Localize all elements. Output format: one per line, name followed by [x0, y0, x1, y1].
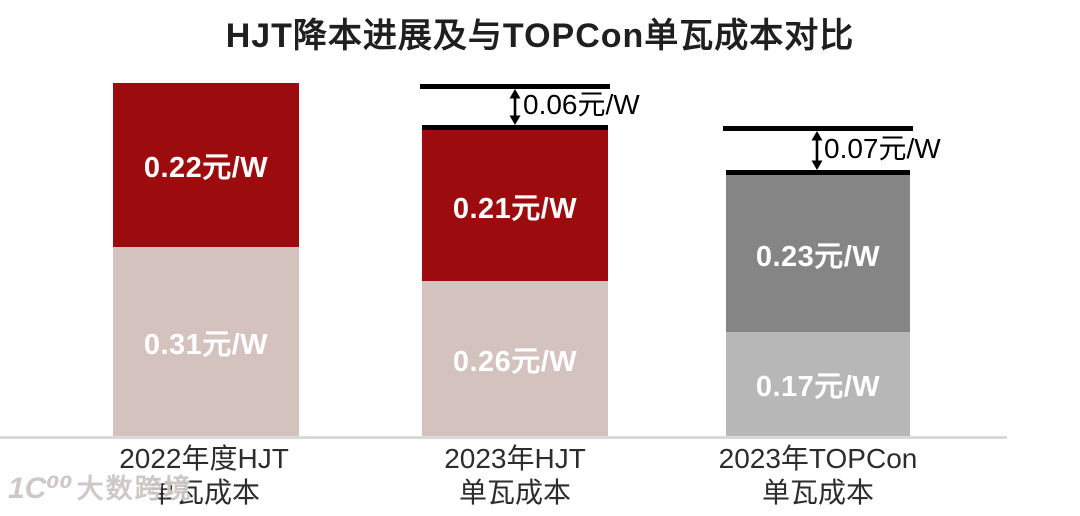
delta-arrow-icon: [509, 89, 521, 125]
watermark-text: 大数跨境: [76, 474, 193, 504]
category-label-line2: 单瓦成本: [147, 477, 260, 508]
bar-top-border: [726, 170, 910, 175]
category-label-line1: 2022年度HJT: [119, 443, 289, 474]
bar-2023topcon-segment-bottom: 0.17元/W: [726, 332, 910, 436]
bar-2022hjt-segment-top: 0.22元/W: [113, 83, 299, 247]
chart-title: HJT降本进展及与TOPCon单瓦成本对比: [225, 17, 855, 55]
watermark: 1Ϲ⁰⁰ 大数跨境: [8, 472, 193, 505]
category-label-line2: 单瓦成本: [458, 477, 571, 508]
bar-2023hjt-segment-bottom: 0.26元/W: [422, 281, 608, 436]
segment-value-label: 0.31元/W: [143, 328, 269, 361]
category-label-2023topcon: 2023年TOPCon 单瓦成本: [658, 442, 978, 510]
reference-line-2022-total: [420, 84, 610, 89]
delta-arrow-icon: [811, 131, 823, 170]
category-label-line1: 2023年TOPCon: [718, 443, 918, 474]
bar-2023topcon-segment-top: 0.23元/W: [726, 175, 910, 332]
category-label-line2: 单瓦成本: [761, 477, 874, 508]
bar-2022hjt-segment-bottom: 0.31元/W: [113, 247, 299, 436]
watermark-logo-icon: 1Ϲ⁰⁰: [8, 472, 73, 505]
segment-value-label: 0.23元/W: [755, 240, 881, 273]
x-axis-line: [0, 436, 1007, 439]
bar-2023hjt-segment-top: 0.21元/W: [422, 130, 608, 281]
segment-value-label: 0.17元/W: [755, 371, 881, 403]
category-label-line1: 2023年HJT: [444, 443, 586, 474]
delta-label-topcon: 0.07元/W: [824, 133, 941, 164]
segment-value-label: 0.21元/W: [452, 192, 578, 225]
delta-label-hjt: 0.06元/W: [523, 89, 640, 120]
segment-value-label: 0.22元/W: [143, 152, 269, 184]
bar-top-border: [422, 125, 608, 130]
reference-line-2023hjt-total: [723, 126, 913, 131]
segment-value-label: 0.26元/W: [452, 345, 578, 378]
category-label-2023hjt: 2023年HJT 单瓦成本: [355, 442, 675, 510]
category-label-2022hjt: 2022年度HJT 单瓦成本: [44, 442, 364, 510]
